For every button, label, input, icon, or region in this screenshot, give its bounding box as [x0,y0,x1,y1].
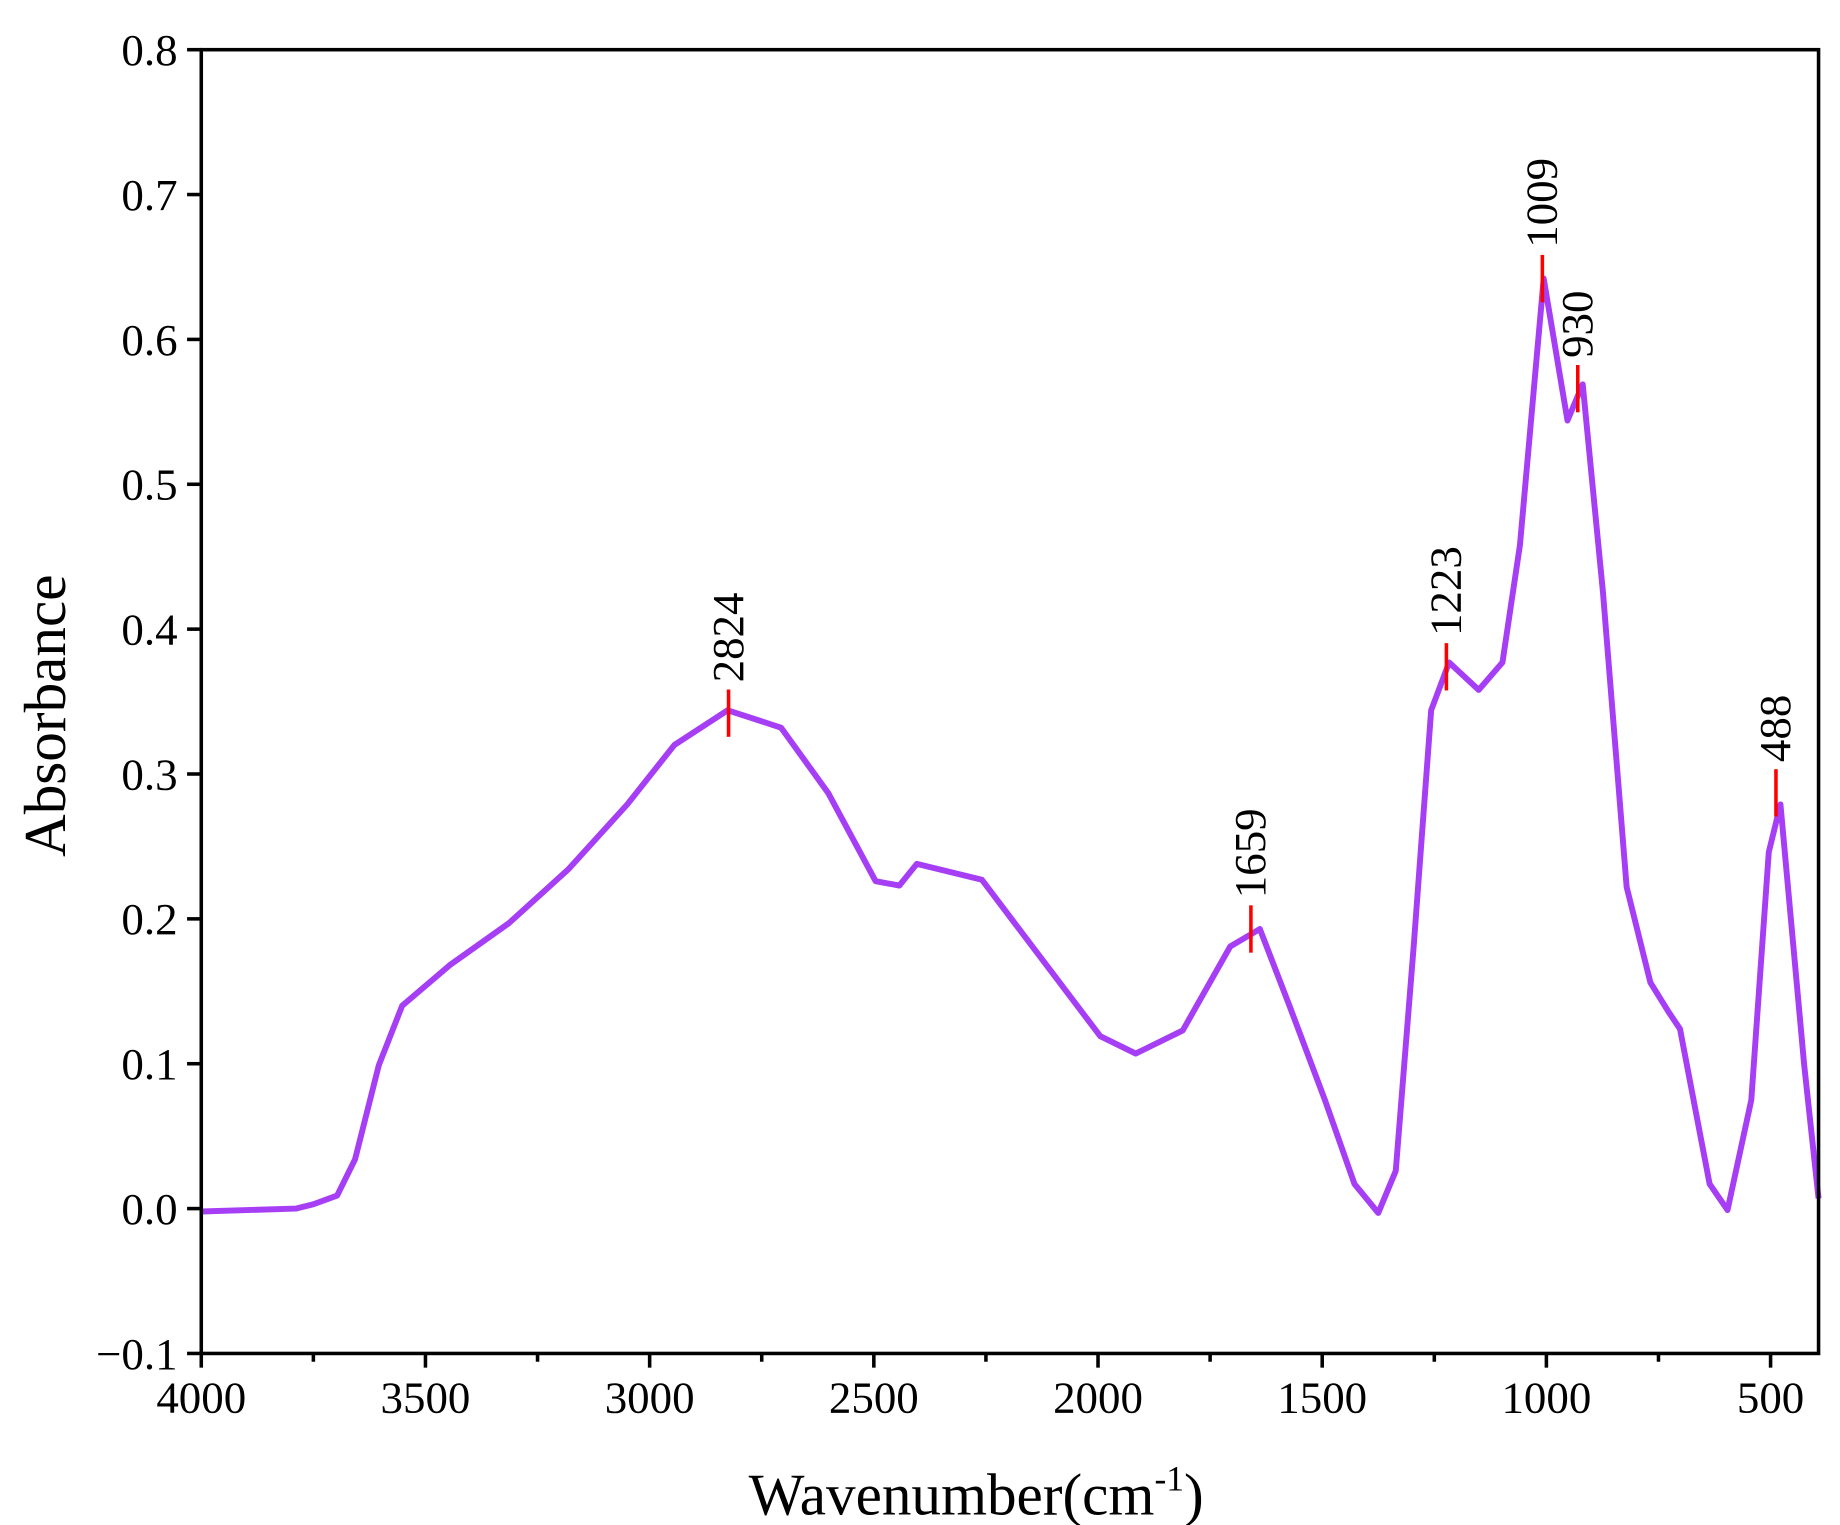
peak-label: 2824 [703,593,753,683]
x-axis-label: Wavenumber(cm-1) [749,1459,1204,1525]
peak-label: 1223 [1421,546,1471,636]
peak-label: 930 [1552,291,1602,358]
x-tick-label: 2500 [829,1373,919,1423]
x-tick-label: 1000 [1501,1373,1591,1423]
x-tick-label: 3000 [605,1373,695,1423]
peak-label: 488 [1750,695,1800,762]
peak-label: 1009 [1517,158,1567,248]
y-axis-label: Absorbance [12,575,78,857]
y-tick-label: 0.7 [121,170,177,220]
x-tick-label: 2000 [1053,1373,1143,1423]
y-tick-label: 0.3 [121,749,177,799]
y-tick-label: 0.0 [121,1184,177,1234]
y-tick-label: 0.8 [121,25,177,75]
x-tick-label: 3500 [381,1373,471,1423]
x-axis-label-sup: -1 [1154,1459,1184,1499]
x-axis-label-part: Wavenumber(cm [749,1461,1155,1525]
x-tick-label: 1500 [1277,1373,1367,1423]
y-tick-label: 0.6 [121,315,177,365]
x-tick-label: 500 [1737,1373,1804,1423]
y-tick-label: 0.2 [121,894,177,944]
y-tick-label: 0.1 [121,1039,177,1089]
x-axis-label-part: ) [1184,1461,1204,1525]
y-tick-label: −0.1 [96,1329,178,1379]
peak-label: 1659 [1225,808,1275,898]
x-tick-label: 4000 [156,1373,246,1423]
y-tick-label: 0.5 [121,460,177,510]
plot-frame [199,47,1821,1356]
y-tick-label: 0.4 [121,605,177,655]
spectrum-line [201,275,1822,1216]
